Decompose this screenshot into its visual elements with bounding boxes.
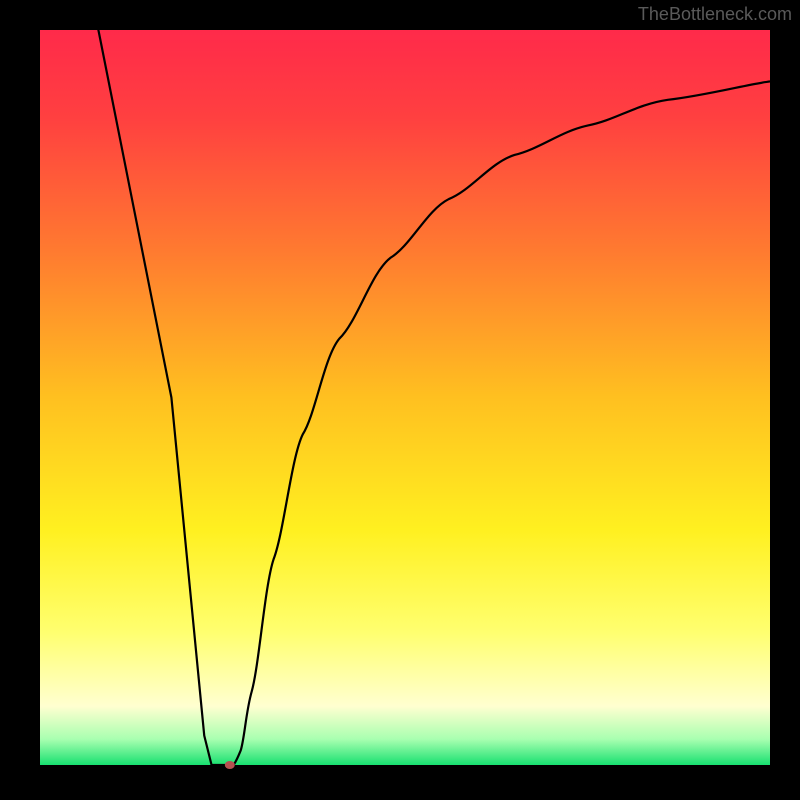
watermark-text: TheBottleneck.com (638, 4, 792, 25)
chart-svg (0, 0, 800, 800)
chart-root: TheBottleneck.com (0, 0, 800, 800)
plot-background (40, 30, 770, 765)
minimum-marker (225, 761, 235, 769)
